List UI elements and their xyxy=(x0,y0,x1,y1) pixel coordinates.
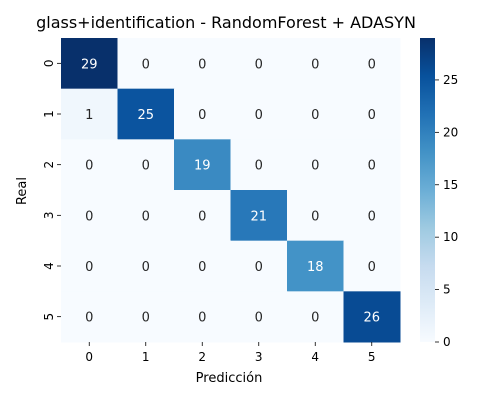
x-tick-label: 2 xyxy=(198,350,206,364)
colorbar-tick-label: 15 xyxy=(443,178,458,192)
cell-value-0-0: 29 xyxy=(81,57,98,72)
cell-value-3-4: 0 xyxy=(311,209,319,224)
cell-value-4-0: 0 xyxy=(85,260,93,275)
cell-value-2-0: 0 xyxy=(85,159,93,174)
x-axis-label: Predicción xyxy=(196,371,263,386)
cell-value-5-2: 0 xyxy=(198,311,206,326)
cell-value-0-5: 0 xyxy=(368,57,376,72)
cell-5-0 xyxy=(61,291,118,343)
cell-0-1 xyxy=(117,38,175,90)
cell-4-3 xyxy=(230,240,288,292)
cell-value-5-5: 26 xyxy=(363,311,380,326)
cell-1-2 xyxy=(174,88,231,140)
cell-value-0-1: 0 xyxy=(142,57,150,72)
cell-value-0-4: 0 xyxy=(311,57,319,72)
cell-value-2-4: 0 xyxy=(311,159,319,174)
cell-4-5 xyxy=(343,240,401,292)
colorbar-tick-label: 5 xyxy=(443,283,451,297)
cell-value-3-3: 21 xyxy=(250,209,267,224)
cell-5-5 xyxy=(343,291,401,343)
colorbar-tick-label: 20 xyxy=(443,125,458,139)
cell-2-2 xyxy=(174,139,231,191)
x-tick-label: 1 xyxy=(142,350,150,364)
cell-value-5-4: 0 xyxy=(311,311,319,326)
cell-1-3 xyxy=(230,88,288,140)
cell-value-1-1: 25 xyxy=(137,108,154,123)
cell-value-4-5: 0 xyxy=(368,260,376,275)
colorbar-tick-label: 10 xyxy=(443,230,458,244)
cell-1-4 xyxy=(287,88,344,140)
cell-4-1 xyxy=(117,240,175,292)
cell-2-1 xyxy=(117,139,175,191)
x-tick-label: 0 xyxy=(85,350,93,364)
colorbar: 0 5 10 15 20 25 xyxy=(420,38,458,349)
cell-value-4-4: 18 xyxy=(307,260,324,275)
cell-3-3 xyxy=(230,190,288,242)
cell-value-3-2: 0 xyxy=(198,209,206,224)
cell-value-1-2: 0 xyxy=(198,108,206,123)
cell-3-0 xyxy=(61,190,118,242)
cell-1-1 xyxy=(117,88,175,140)
cell-0-5 xyxy=(343,38,401,90)
y-tick-label: 1 xyxy=(42,110,56,118)
cell-5-1 xyxy=(117,291,175,343)
cell-0-0 xyxy=(61,38,118,90)
y-axis-label: Real xyxy=(15,177,30,205)
cell-0-3 xyxy=(230,38,288,90)
cell-value-5-3: 0 xyxy=(255,311,263,326)
cell-2-3 xyxy=(230,139,288,191)
cell-value-4-1: 0 xyxy=(142,260,150,275)
cell-value-1-5: 0 xyxy=(368,108,376,123)
cell-value-5-1: 0 xyxy=(142,311,150,326)
cell-0-2 xyxy=(174,38,231,90)
cell-4-2 xyxy=(174,240,231,292)
cell-5-2 xyxy=(174,291,231,343)
cell-value-1-4: 0 xyxy=(311,108,319,123)
x-tick-label: 3 xyxy=(255,350,263,364)
chart-title: glass+identification - RandomForest + AD… xyxy=(36,13,416,32)
cell-value-2-3: 0 xyxy=(255,159,263,174)
x-axis-ticks: 0 1 2 3 4 5 xyxy=(85,342,376,364)
cell-2-5 xyxy=(343,139,401,191)
cell-2-4 xyxy=(287,139,344,191)
cell-value-2-5: 0 xyxy=(368,159,376,174)
cell-value-2-2: 19 xyxy=(194,159,211,174)
cell-value-5-0: 0 xyxy=(85,311,93,326)
y-tick-label: 5 xyxy=(42,313,56,321)
cell-value-3-1: 0 xyxy=(142,209,150,224)
cell-1-0 xyxy=(61,88,118,140)
cell-value-3-5: 0 xyxy=(368,209,376,224)
cell-value-3-0: 0 xyxy=(85,209,93,224)
cell-5-4 xyxy=(287,291,344,343)
y-axis-ticks: 0 1 2 3 4 5 xyxy=(42,60,61,321)
cell-4-4 xyxy=(287,240,344,292)
cell-value-0-3: 0 xyxy=(255,57,263,72)
cell-4-0 xyxy=(61,240,118,292)
colorbar-gradient xyxy=(420,38,435,342)
heatmap-cells: 29 0 0 0 0 0 1 25 0 0 0 0 0 0 19 0 0 0 0 0 0 21 0 0 0 0 0 0 18 0 0 0 0 0 0… xyxy=(61,38,401,343)
cell-3-1 xyxy=(117,190,175,242)
cell-5-3 xyxy=(230,291,288,343)
colorbar-tick-label: 25 xyxy=(443,73,458,87)
y-tick-label: 0 xyxy=(42,60,56,68)
cell-value-4-3: 0 xyxy=(255,260,263,275)
cell-value-2-1: 0 xyxy=(142,159,150,174)
x-tick-label: 4 xyxy=(311,350,319,364)
cell-2-0 xyxy=(61,139,118,191)
cell-value-4-2: 0 xyxy=(198,260,206,275)
cell-value-0-2: 0 xyxy=(198,57,206,72)
y-tick-label: 4 xyxy=(42,262,56,270)
y-tick-label: 3 xyxy=(42,212,56,220)
cell-3-4 xyxy=(287,190,344,242)
cell-value-1-0: 1 xyxy=(85,108,93,123)
y-tick-label: 2 xyxy=(42,161,56,169)
cell-3-2 xyxy=(174,190,231,242)
x-tick-label: 5 xyxy=(368,350,376,364)
cell-0-4 xyxy=(287,38,344,90)
cell-1-5 xyxy=(343,88,401,140)
colorbar-tick-label: 0 xyxy=(443,335,451,349)
cell-value-1-3: 0 xyxy=(255,108,263,123)
cell-3-5 xyxy=(343,190,401,242)
